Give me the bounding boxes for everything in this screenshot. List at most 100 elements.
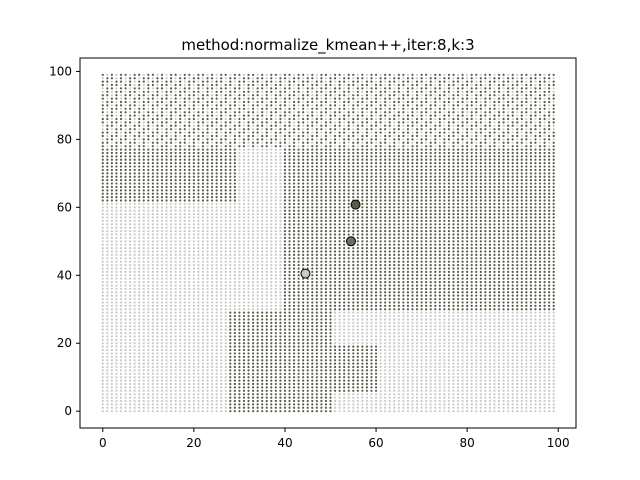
data-point [183,243,186,246]
data-point [179,304,182,307]
data-point [160,168,164,172]
data-point [156,284,159,287]
data-point [274,134,277,138]
data-point [206,73,209,76]
data-point [197,325,200,328]
data-point [279,399,282,403]
data-point [242,410,246,413]
data-point [106,189,109,192]
data-point [192,406,195,409]
data-point [169,318,173,321]
data-point [238,359,241,362]
data-point [251,376,255,379]
data-point [220,331,223,335]
data-point [106,393,109,396]
data-point [311,223,314,226]
data-point [201,185,205,189]
data-point [220,117,223,121]
data-point [311,73,314,76]
data-point [270,291,273,294]
data-point [265,233,268,236]
data-point [220,359,223,362]
data-point [306,318,309,321]
data-point [197,216,200,219]
data-point [292,297,296,301]
data-point [192,396,195,399]
data-point [106,376,109,379]
data-point [133,155,136,158]
data-point [220,107,223,110]
data-point [274,107,277,110]
data-point [192,352,195,355]
data-point [183,189,186,192]
data-point [188,321,191,324]
data-point [174,355,177,358]
data-point [142,90,145,93]
data-point [101,393,104,396]
data-point [302,355,305,358]
data-point [279,117,282,121]
data-point [247,325,250,328]
data-point [242,124,246,127]
data-point [270,128,273,131]
data-point [283,111,287,114]
data-point [201,155,205,158]
data-point [265,393,268,396]
data-point [133,386,136,389]
data-point [138,158,141,161]
data-point [306,236,309,239]
data-point [174,77,177,80]
data-point [220,202,223,206]
data-point [160,325,164,328]
data-point [160,308,164,311]
data-point [101,158,104,161]
data-point [274,243,277,246]
data-point [311,253,314,256]
data-point [165,199,168,202]
data-point [229,236,232,239]
data-point [210,311,214,314]
data-point [229,386,232,389]
data-point [169,328,173,331]
data-point [242,389,246,392]
data-point [274,141,277,144]
data-point [156,311,159,314]
data-point [288,379,291,382]
data-point [133,331,136,335]
data-point [201,250,205,253]
data-point [124,73,127,76]
data-point [188,145,191,148]
data-point [297,362,300,365]
data-point [233,148,236,151]
data-point [220,131,223,134]
data-point [201,406,205,409]
data-point [142,202,145,206]
data-point [238,321,241,324]
data-point [169,287,173,290]
data-point [324,138,328,141]
data-point [220,314,223,318]
data-point [256,318,259,321]
data-point [106,342,109,345]
data-point [129,280,132,284]
data-point [119,403,123,406]
data-point [206,386,209,389]
data-point [201,165,205,168]
data-point [110,87,113,90]
data-point [247,257,250,260]
data-point [206,134,209,138]
data-point [256,263,259,267]
data-point [251,331,255,335]
data-point [129,182,132,185]
data-point [206,199,209,202]
data-point [265,97,268,100]
data-point [147,73,150,76]
data-point [292,257,296,260]
data-point [156,243,159,246]
data-point [251,172,255,175]
data-point [138,274,141,277]
data-point [274,403,277,406]
data-point [197,97,200,100]
data-point [110,338,113,341]
data-point [106,280,109,284]
